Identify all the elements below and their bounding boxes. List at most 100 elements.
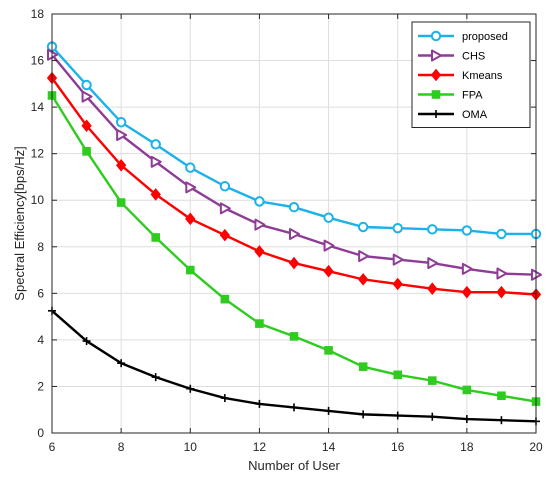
data-point-oma <box>220 394 229 403</box>
legend-marker <box>430 30 442 42</box>
legend-label: CHS <box>462 51 485 63</box>
plot-frame <box>51 13 537 434</box>
legend-label: OMA <box>462 109 488 121</box>
data-point-fpa <box>358 362 368 371</box>
data-point-kmeans <box>357 273 369 286</box>
data-point-chs <box>185 181 197 194</box>
data-point-chs <box>81 90 93 103</box>
x-tick-label: 16 <box>391 440 405 454</box>
x-tick-label: 10 <box>184 440 198 454</box>
data-point-oma <box>497 416 506 425</box>
legend-marker <box>430 68 442 82</box>
data-point-fpa <box>220 294 230 304</box>
y-tick-label: 12 <box>31 147 45 161</box>
x-axis-label: Number of User <box>248 458 340 473</box>
legend-label: Kmeans <box>462 70 503 82</box>
data-point-oma <box>186 384 195 393</box>
y-tick-label: 14 <box>31 100 45 114</box>
data-point-proposed <box>150 139 161 150</box>
legend-marker <box>431 90 441 99</box>
data-point-oma <box>393 411 402 420</box>
data-point-oma <box>255 399 264 408</box>
data-point-fpa <box>82 147 91 156</box>
legend: proposed CHS Kmeans FPA OMA <box>411 21 531 128</box>
legend-item-oma: OMA <box>418 109 488 121</box>
axis-ticks: 6 8 10 12 14 16 18 20 0 2 4 6 8 10 12 14 16 18 <box>31 7 543 454</box>
legend-item-kmeans: Kmeans <box>418 68 503 82</box>
data-point-chs <box>150 155 162 168</box>
data-point-kmeans <box>496 285 507 299</box>
data-point-chs <box>461 262 473 275</box>
data-point-oma <box>117 359 126 368</box>
data-point-chs <box>289 227 300 240</box>
y-tick-label: 16 <box>31 54 45 68</box>
data-point-chs <box>116 129 128 142</box>
legend-label: FPA <box>462 90 483 102</box>
y-tick-label: 18 <box>31 7 45 21</box>
data-point-proposed <box>288 202 300 213</box>
data-point-proposed <box>496 228 507 240</box>
data-point-oma <box>290 403 298 412</box>
series-kmeans <box>46 71 542 301</box>
data-point-proposed <box>254 196 265 207</box>
y-tick-label: 8 <box>37 240 44 254</box>
data-point-kmeans <box>185 212 196 226</box>
data-point-kmeans <box>81 119 92 133</box>
data-point-proposed <box>185 162 196 173</box>
legend-item-chs: CHS <box>418 49 485 63</box>
data-point-fpa <box>289 332 299 341</box>
data-point-kmeans <box>392 277 403 291</box>
legend-item-fpa: FPA <box>418 90 483 102</box>
legend-marker <box>432 110 440 118</box>
data-point-fpa <box>255 319 264 328</box>
series-group <box>46 41 542 426</box>
data-point-chs <box>392 253 404 266</box>
data-point-oma <box>151 373 160 382</box>
data-point-oma <box>462 415 471 424</box>
data-point-fpa <box>185 265 195 275</box>
y-tick-label: 10 <box>31 193 45 207</box>
series-oma <box>48 306 540 426</box>
data-point-oma <box>82 337 91 346</box>
series-chs <box>47 48 542 281</box>
data-point-oma <box>324 406 333 415</box>
data-point-proposed <box>115 117 127 128</box>
legend-item-proposed: proposed <box>418 30 508 43</box>
data-point-fpa <box>497 391 506 401</box>
x-tick-label: 8 <box>118 440 125 454</box>
x-tick-label: 12 <box>253 440 267 454</box>
data-point-kmeans <box>115 159 127 172</box>
data-point-chs <box>323 239 335 252</box>
series-proposed <box>46 41 542 240</box>
y-tick-label: 6 <box>37 286 44 300</box>
x-tick-label: 18 <box>460 440 474 454</box>
data-point-proposed <box>427 224 438 235</box>
data-point-kmeans <box>323 264 334 278</box>
data-point-fpa <box>324 346 333 355</box>
data-point-oma <box>359 410 368 419</box>
data-point-fpa <box>116 198 126 207</box>
legend-marker <box>431 49 442 62</box>
data-point-proposed <box>461 225 473 236</box>
x-tick-label: 6 <box>49 440 56 454</box>
data-point-fpa <box>151 233 161 242</box>
data-point-proposed <box>392 222 403 234</box>
y-tick-label: 4 <box>37 333 44 347</box>
data-point-kmeans <box>288 256 300 270</box>
data-point-proposed <box>81 79 92 91</box>
data-point-chs <box>358 250 370 263</box>
x-tick-label: 14 <box>322 440 336 454</box>
data-point-proposed <box>357 221 369 233</box>
data-point-kmeans <box>461 285 473 299</box>
data-point-fpa <box>393 370 403 380</box>
data-point-chs <box>219 202 231 215</box>
data-point-kmeans <box>254 245 265 258</box>
data-point-proposed <box>219 181 231 192</box>
data-point-chs <box>427 257 439 270</box>
legend-label: proposed <box>462 31 508 43</box>
data-point-fpa <box>427 376 437 385</box>
data-point-kmeans <box>150 188 161 201</box>
data-point-kmeans <box>427 282 438 295</box>
y-tick-label: 2 <box>37 379 44 393</box>
